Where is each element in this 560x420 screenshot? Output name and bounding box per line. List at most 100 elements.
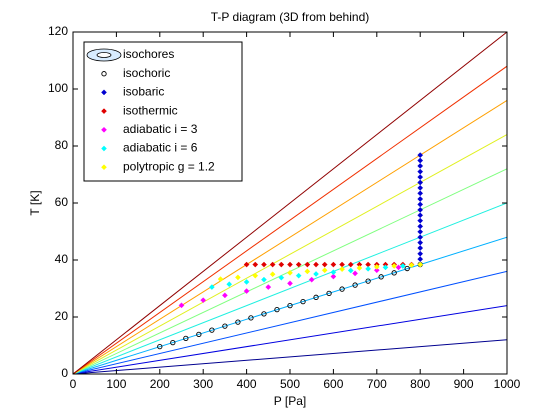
legend-icon — [96, 52, 112, 58]
marker — [200, 297, 207, 304]
marker — [265, 284, 272, 290]
marker — [222, 323, 228, 329]
marker — [352, 282, 358, 288]
marker — [208, 284, 215, 290]
y-tick-label: 40 — [55, 252, 69, 266]
legend-marker — [101, 108, 107, 114]
legend: isochores isochoric isobaric isothermic adia… — [83, 41, 243, 182]
marker — [243, 288, 250, 294]
marker — [339, 266, 345, 273]
marker — [391, 263, 398, 269]
x-tick-label: 500 — [280, 377, 300, 391]
isochore — [73, 32, 507, 374]
x-tick-label: 0 — [70, 377, 77, 391]
marker — [417, 250, 424, 257]
marker — [417, 212, 424, 219]
marker — [178, 302, 185, 309]
marker — [313, 271, 319, 277]
x-tick-label: 300 — [193, 377, 213, 391]
marker — [330, 273, 337, 280]
marker — [417, 152, 424, 159]
marker — [326, 290, 332, 296]
marker — [417, 174, 424, 180]
marker — [417, 261, 424, 268]
isochore — [73, 305, 507, 374]
legend-label: adiabatic i = 3 — [123, 122, 198, 136]
legend-label: isobaric — [123, 85, 164, 99]
marker — [347, 267, 354, 274]
y-tick-label: 0 — [61, 366, 68, 380]
marker — [395, 264, 402, 271]
isochore — [73, 339, 507, 374]
marker — [313, 261, 319, 268]
chart-title: T-P diagram (3D from behind) — [211, 10, 370, 24]
marker — [373, 263, 380, 270]
marker — [417, 163, 424, 169]
marker — [235, 319, 241, 325]
legend-box — [83, 41, 243, 182]
marker — [356, 265, 363, 271]
x-axis-label: P [Pa] — [274, 394, 306, 408]
marker — [417, 168, 424, 175]
isochore — [73, 236, 507, 374]
marker — [278, 261, 285, 268]
marker — [417, 228, 424, 235]
x-tick-label: 1000 — [494, 377, 521, 391]
marker — [417, 196, 424, 202]
x-tick-label: 100 — [106, 377, 126, 391]
marker — [248, 315, 254, 321]
marker — [209, 327, 215, 333]
legend-marker — [101, 145, 107, 152]
marker — [417, 190, 424, 197]
legend-marker — [101, 164, 107, 171]
marker — [347, 261, 354, 268]
marker — [269, 261, 276, 268]
marker — [243, 261, 250, 268]
marker — [321, 267, 328, 274]
marker — [287, 269, 293, 276]
marker — [417, 157, 424, 164]
data-markers — [157, 152, 424, 350]
legend-label: adiabatic i = 6 — [123, 141, 198, 155]
legend-marker — [101, 89, 107, 96]
legend-label: isochoric — [123, 66, 170, 80]
y-axis-label: T [K] — [28, 190, 42, 215]
marker — [252, 261, 259, 268]
marker — [261, 261, 267, 268]
marker — [408, 262, 415, 269]
marker — [417, 245, 424, 251]
isochore — [73, 134, 507, 374]
x-tick-label: 200 — [150, 377, 170, 391]
marker — [287, 261, 293, 268]
marker — [321, 261, 328, 268]
y-tick-label: 60 — [55, 195, 69, 209]
marker — [417, 239, 424, 246]
marker — [330, 261, 337, 268]
marker — [269, 271, 276, 278]
y-tick-label: 120 — [48, 24, 68, 38]
legend-marker — [101, 71, 107, 77]
marker — [261, 276, 267, 283]
marker — [378, 274, 384, 280]
marker — [417, 201, 424, 208]
isochore — [73, 270, 507, 374]
marker — [170, 339, 176, 346]
marker — [304, 261, 311, 268]
marker — [352, 270, 358, 277]
x-tick-label: 800 — [410, 377, 430, 391]
marker — [330, 269, 337, 276]
marker — [313, 294, 319, 300]
legend-label: polytropic g = 1.2 — [123, 159, 215, 173]
y-tick-label: 80 — [55, 138, 69, 152]
marker — [287, 280, 293, 287]
y-tick-label: 100 — [48, 81, 68, 95]
marker — [417, 179, 424, 186]
marker — [399, 263, 406, 269]
marker — [365, 265, 372, 272]
legend-label: isochores — [123, 47, 174, 61]
marker — [217, 276, 224, 282]
marker — [196, 331, 202, 338]
y-tick-label: 20 — [55, 309, 69, 323]
marker — [417, 217, 424, 224]
